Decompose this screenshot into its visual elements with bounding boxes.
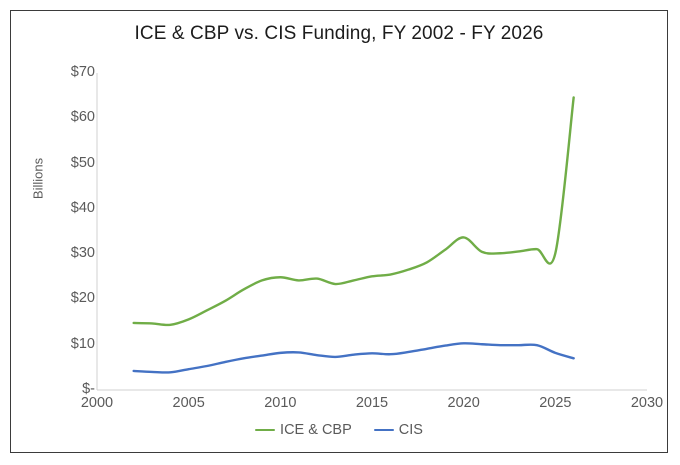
y-axis-tick-label: $60: [70, 109, 95, 126]
x-axis-tick-label: 2030: [630, 395, 664, 411]
y-axis-tick-label: $10: [70, 335, 95, 352]
x-axis-tick-label: 2010: [264, 395, 297, 411]
data-series-layer: [132, 96, 575, 374]
y-axis-tick-label: $70: [70, 64, 95, 80]
x-axis-tick-label: 2000: [80, 395, 114, 411]
legend-item[interactable]: ICE & CBP: [255, 422, 352, 438]
legend-item-label: ICE & CBP: [280, 422, 352, 438]
plot-area: [96, 73, 647, 391]
series-line-cis: [132, 342, 575, 374]
y-axis-tick-label: $40: [70, 199, 95, 216]
chart-legend: ICE & CBP CIS: [11, 422, 667, 438]
legend-line-swatch: [255, 428, 276, 432]
chart-title: ICE & CBP vs. CIS Funding, FY 2002 - FY …: [134, 23, 544, 44]
legend-item-label: CIS: [398, 422, 423, 438]
chart-container: ICE & CBP vs. CIS Funding, FY 2002 - FY …: [10, 10, 668, 453]
y-axis-tick-label: $-: [82, 381, 95, 397]
y-axis-tick-labels: $- $10 $20 $30 $40 $50 $60 $70: [29, 11, 95, 454]
legend-line-swatch: [373, 428, 394, 432]
x-axis-tick-label: 2020: [447, 395, 480, 411]
y-axis-tick-label: $50: [70, 154, 95, 171]
x-axis-tick-label: 2015: [355, 395, 389, 411]
x-axis-tick-label: 2005: [172, 395, 205, 411]
x-axis-tick-label: 2025: [539, 395, 572, 411]
axis-lines: [96, 73, 647, 391]
series-line-ice-cbp: [132, 96, 575, 327]
legend-item[interactable]: CIS: [373, 422, 423, 438]
y-axis-tick-label: $20: [70, 290, 95, 307]
y-axis-tick-label: $30: [70, 245, 95, 262]
